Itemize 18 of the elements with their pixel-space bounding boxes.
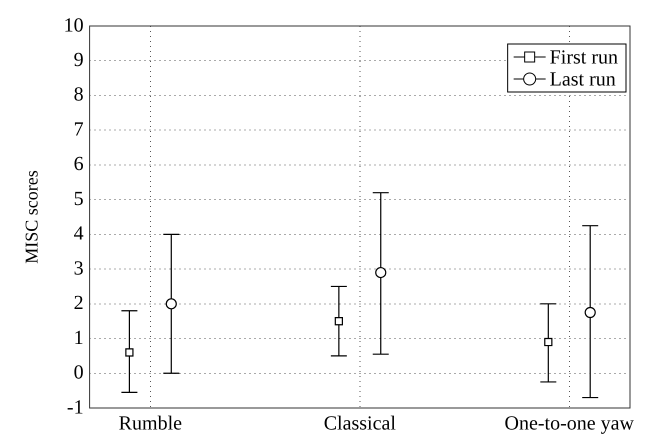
y-tick-label: 8	[74, 84, 84, 106]
legend-label: First run	[550, 46, 618, 68]
y-tick-label: 4	[74, 222, 84, 245]
y-tick-label: 5	[74, 188, 84, 210]
y-tick-label: 9	[74, 48, 84, 71]
y-axis-title: MISC scores	[22, 170, 42, 264]
y-tick-label: 0	[74, 362, 84, 384]
y-tick-label: 7	[74, 118, 84, 140]
y-tick-label: 6	[74, 153, 84, 176]
legend-label: Last run	[550, 68, 616, 90]
y-tick-label: 3	[74, 257, 84, 280]
y-tick-label: 2	[74, 292, 84, 314]
x-tick-label: Classical	[324, 412, 396, 434]
x-tick-label: Rumble	[118, 412, 182, 434]
y-tick-label: 10	[64, 14, 84, 36]
y-tick-label: -1	[66, 396, 84, 418]
x-tick-label: One-to-one yaw	[504, 412, 635, 434]
y-tick-label: 1	[74, 326, 84, 349]
